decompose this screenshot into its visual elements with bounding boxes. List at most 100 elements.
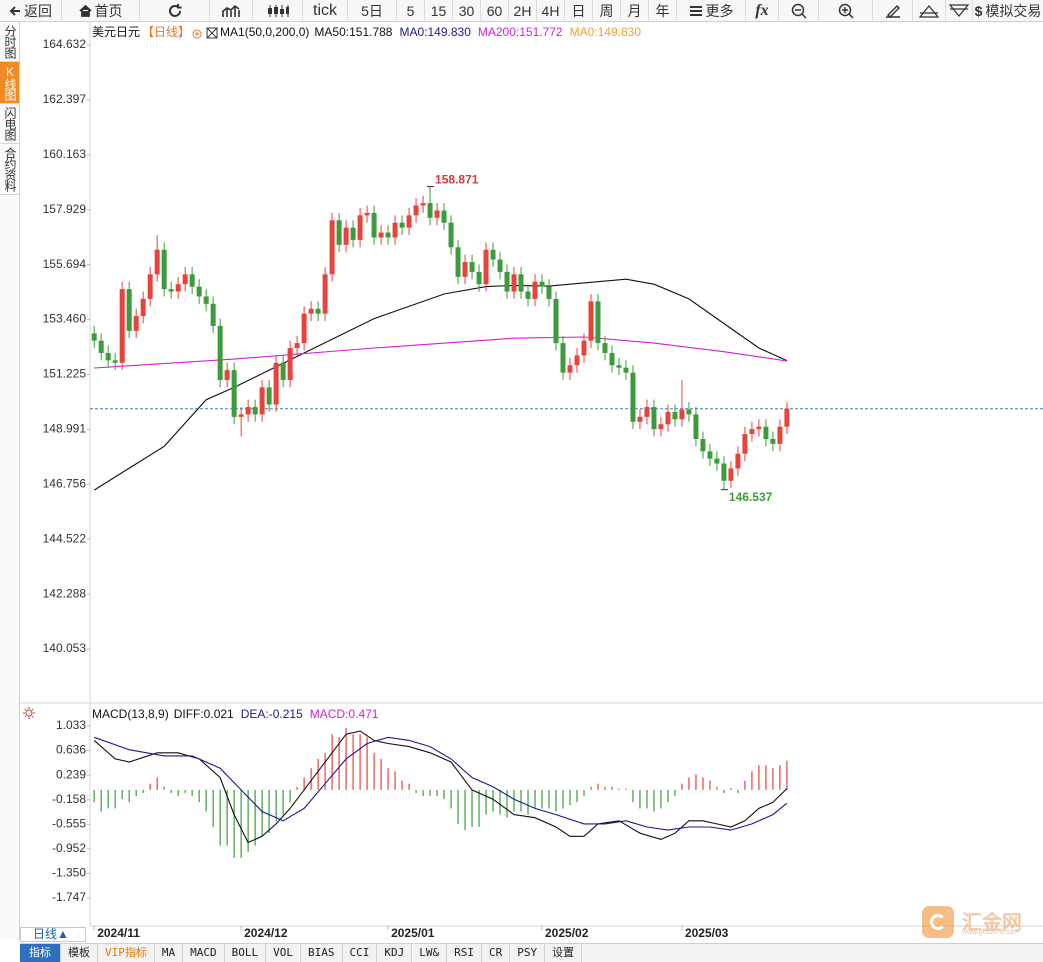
chart-type-button[interactable] <box>210 0 253 21</box>
tab[interactable]: CR <box>482 944 511 962</box>
candle-body <box>532 281 538 299</box>
y-tick-label: 151.225 <box>43 367 87 381</box>
sidebar-item[interactable]: 分时图 <box>0 22 19 62</box>
candle-body <box>336 220 342 245</box>
icon <box>838 3 854 19</box>
candle-body <box>231 370 237 417</box>
y-tick-label: 160.163 <box>43 147 87 161</box>
tab[interactable]: BOLL <box>225 944 267 962</box>
candle-body <box>406 215 412 228</box>
x-tick-label: 2025/02 <box>545 926 589 940</box>
legend-text: MA1(50,0,200,0) <box>220 25 309 39</box>
back-button[interactable]: 返回 <box>0 0 62 21</box>
formula-button[interactable]: fx <box>746 0 779 21</box>
zoom-out-button[interactable] <box>779 0 819 21</box>
legend-text: 美元日元 <box>92 25 140 39</box>
legend-text: MA200:151.772 <box>478 25 563 39</box>
period-button[interactable]: 4H <box>537 0 565 21</box>
candle-body <box>161 249 167 290</box>
home-button[interactable]: 首页 <box>62 0 140 21</box>
tab[interactable]: LW& <box>412 944 448 962</box>
candle-body <box>539 281 545 287</box>
candle-body <box>777 426 783 444</box>
y-tick-label: 155.694 <box>43 257 87 271</box>
candle-body <box>357 215 363 240</box>
tab[interactable]: VOL <box>266 944 301 962</box>
candle-body <box>658 424 664 430</box>
candle-body <box>154 249 160 275</box>
candle-body <box>483 249 489 285</box>
candle-body <box>679 409 685 420</box>
tab[interactable]: CCI <box>343 944 378 962</box>
period-button[interactable]: 5 <box>397 0 425 21</box>
y-tick-label: -0.555 <box>52 816 86 830</box>
more-button[interactable]: 更多 <box>677 0 746 21</box>
y-tick-label: -0.952 <box>52 841 86 855</box>
indicator-line <box>94 736 788 831</box>
y-tick-label: 153.460 <box>43 312 87 326</box>
button-label: 首页 <box>94 2 123 19</box>
tab[interactable]: VIP指标 <box>98 944 155 962</box>
candle-body <box>112 360 118 363</box>
period-button[interactable]: 30 <box>453 0 481 21</box>
sidebar-item[interactable]: K线图 <box>0 62 19 104</box>
logo-name: 汇金网 <box>962 912 1022 934</box>
sidebar-item[interactable]: 合约资料 <box>0 144 19 195</box>
y-tick-label: 148.991 <box>43 422 87 436</box>
candle-body <box>399 222 405 228</box>
button-label: 2H <box>513 2 532 19</box>
period-button[interactable]: 5日 <box>348 0 397 21</box>
period-button[interactable]: 15 <box>425 0 453 21</box>
icon-part <box>25 709 33 717</box>
draw-button[interactable] <box>873 0 913 21</box>
candle-body <box>252 407 258 415</box>
icon <box>206 27 218 39</box>
candle-body <box>315 308 321 314</box>
period-selector[interactable]: 日线▲ <box>20 927 86 942</box>
candle-body <box>427 203 433 218</box>
candle-body <box>322 274 328 314</box>
period-button[interactable]: 年 <box>649 0 677 21</box>
button-label: 5日 <box>361 2 383 19</box>
candle-body <box>217 325 223 380</box>
legend-text: MA0:149.830 <box>570 25 642 39</box>
tab[interactable]: KDJ <box>377 944 413 962</box>
candle-body <box>735 453 741 469</box>
shape-button[interactable] <box>913 0 946 21</box>
zoom-in-button[interactable] <box>819 0 873 21</box>
candle-body <box>693 414 699 439</box>
icon <box>221 4 240 17</box>
candle-body <box>784 408 790 427</box>
sidebar-item[interactable]: 闪电图 <box>0 104 19 144</box>
period-button[interactable]: 60 <box>481 0 509 21</box>
settings-icon[interactable] <box>23 707 35 719</box>
y-tick-label: 162.397 <box>43 92 87 106</box>
tab[interactable]: 设置 <box>545 944 583 962</box>
candle-body <box>700 438 706 452</box>
y-tick-label: -1.747 <box>52 890 86 904</box>
tab[interactable]: 指标 <box>20 944 61 962</box>
candle-body <box>196 286 202 297</box>
period-button[interactable]: 周 <box>593 0 621 21</box>
candle-body <box>133 316 139 331</box>
period-button[interactable]: 2H <box>509 0 537 21</box>
tick-button[interactable]: tick <box>303 0 348 21</box>
low-label: 146.537 <box>729 490 773 504</box>
tab[interactable]: RSI <box>447 944 482 962</box>
shape-button[interactable] <box>946 0 973 21</box>
candle-body <box>560 343 566 373</box>
candle-body <box>168 289 174 292</box>
period-button[interactable]: 日 <box>565 0 593 21</box>
period-button[interactable]: 月 <box>621 0 649 21</box>
sim-trade-button[interactable]: $ 模拟交易 <box>973 0 1043 21</box>
tab[interactable]: MACD <box>183 944 225 962</box>
tab[interactable]: 模板 <box>61 944 98 962</box>
candle-body <box>665 411 671 425</box>
tab[interactable]: PSY <box>510 944 546 962</box>
tab[interactable]: MA <box>155 944 184 962</box>
candle-body <box>91 333 97 341</box>
refresh-button[interactable] <box>140 0 210 21</box>
button-label: 15 <box>430 2 447 19</box>
candle-type-button[interactable] <box>253 0 303 21</box>
tab[interactable]: BIAS <box>301 944 343 962</box>
